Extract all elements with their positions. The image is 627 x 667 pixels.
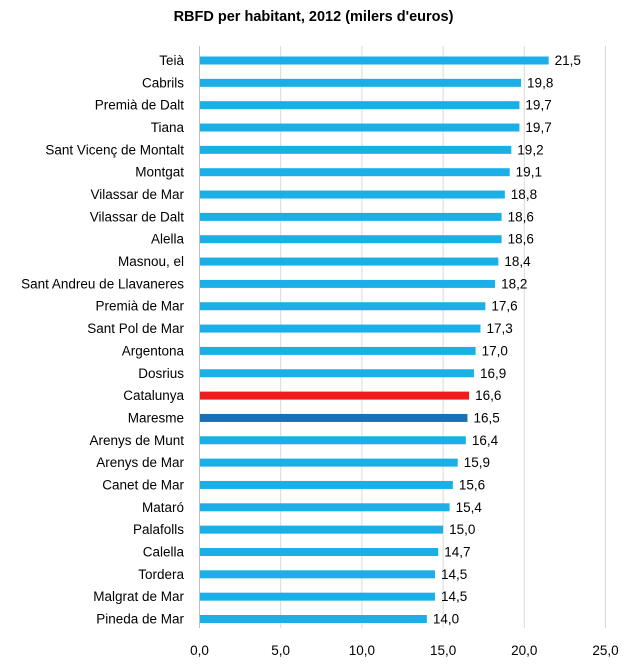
value-label-24: 14,5	[441, 589, 467, 604]
value-label-7: 18,6	[508, 209, 534, 224]
category-label-22: Calella	[143, 544, 185, 559]
category-label-13: Argentona	[122, 343, 185, 358]
value-label-5: 19,1	[516, 165, 542, 180]
x-tick-label-4: 20,0	[511, 643, 537, 658]
bar-18	[199, 458, 458, 467]
bar-7	[199, 212, 502, 221]
bar-17	[199, 436, 466, 445]
category-label-4: Sant Vicenç de Montalt	[45, 142, 184, 157]
value-label-15: 16,6	[475, 388, 501, 403]
value-label-22: 14,7	[444, 544, 470, 559]
category-label-24: Malgrat de Mar	[93, 589, 184, 604]
category-label-18: Arenys de Mar	[96, 455, 184, 470]
value-label-11: 17,6	[491, 299, 517, 314]
category-label-15: Catalunya	[123, 388, 184, 403]
bar-24	[199, 592, 435, 601]
value-label-6: 18,8	[511, 187, 537, 202]
category-label-1: Cabrils	[142, 75, 184, 90]
value-label-10: 18,2	[501, 276, 527, 291]
category-label-5: Montgat	[135, 165, 184, 180]
category-label-21: Palafolls	[133, 522, 184, 537]
x-tick-label-3: 15,0	[430, 643, 456, 658]
bar-3	[199, 123, 520, 132]
category-label-3: Tiana	[151, 120, 185, 135]
category-label-7: Vilassar de Dalt	[90, 209, 185, 224]
value-label-17: 16,4	[472, 433, 499, 448]
bar-10	[199, 279, 496, 288]
bar-6	[199, 190, 505, 199]
category-label-20: Mataró	[142, 500, 184, 515]
bar-8	[199, 235, 502, 244]
x-tick-label-1: 5,0	[271, 643, 290, 658]
category-label-6: Vilassar de Mar	[90, 187, 184, 202]
value-label-16: 16,5	[473, 410, 499, 425]
bar-20	[199, 503, 450, 512]
chart-title: RBFD per habitant, 2012 (milers d'euros)	[173, 9, 454, 25]
category-label-23: Tordera	[138, 567, 184, 582]
category-label-8: Alella	[151, 232, 185, 247]
category-label-25: Pineda de Mar	[96, 612, 184, 627]
category-label-16: Maresme	[128, 410, 184, 425]
bar-13	[199, 346, 476, 355]
x-tick-label-5: 25,0	[592, 643, 618, 658]
bar-14	[199, 369, 474, 378]
value-label-3: 19,7	[525, 120, 551, 135]
bar-21	[199, 525, 444, 534]
value-label-1: 19,8	[527, 75, 553, 90]
value-label-23: 14,5	[441, 567, 467, 582]
x-tick-label-2: 10,0	[349, 643, 375, 658]
category-label-0: Teià	[159, 53, 184, 68]
value-label-21: 15,0	[449, 522, 475, 537]
category-label-17: Arenys de Munt	[89, 433, 184, 448]
bar-0	[199, 56, 549, 65]
bar-2	[199, 101, 520, 110]
value-label-8: 18,6	[508, 232, 534, 247]
x-tick-label-0: 0,0	[190, 643, 209, 658]
value-label-25: 14,0	[433, 612, 459, 627]
bar-19	[199, 480, 453, 489]
category-label-12: Sant Pol de Mar	[87, 321, 184, 336]
value-label-19: 15,6	[459, 477, 485, 492]
bar-5	[199, 168, 510, 177]
bar-1	[199, 78, 522, 87]
value-label-12: 17,3	[486, 321, 512, 336]
bar-22	[199, 547, 439, 556]
category-label-2: Premià de Dalt	[95, 98, 185, 113]
bar-4	[199, 145, 512, 154]
bar-12	[199, 324, 481, 333]
value-label-13: 17,0	[482, 343, 508, 358]
value-label-0: 21,5	[555, 53, 581, 68]
value-label-14: 16,9	[480, 366, 506, 381]
category-label-19: Canet de Mar	[102, 477, 184, 492]
category-label-10: Sant Andreu de Llavaneres	[21, 276, 184, 291]
category-label-9: Masnou, el	[118, 254, 184, 269]
bar-16	[199, 413, 468, 422]
value-label-9: 18,4	[504, 254, 531, 269]
bar-9	[199, 257, 499, 266]
category-label-11: Premià de Mar	[95, 299, 184, 314]
value-label-18: 15,9	[464, 455, 490, 470]
bar-23	[199, 570, 435, 579]
value-label-20: 15,4	[456, 500, 483, 515]
bar-25	[199, 615, 427, 623]
bar-15	[199, 391, 470, 400]
bar-11	[199, 302, 486, 311]
category-label-14: Dosrius	[138, 366, 184, 381]
value-label-4: 19,2	[517, 142, 543, 157]
value-label-2: 19,7	[525, 98, 551, 113]
